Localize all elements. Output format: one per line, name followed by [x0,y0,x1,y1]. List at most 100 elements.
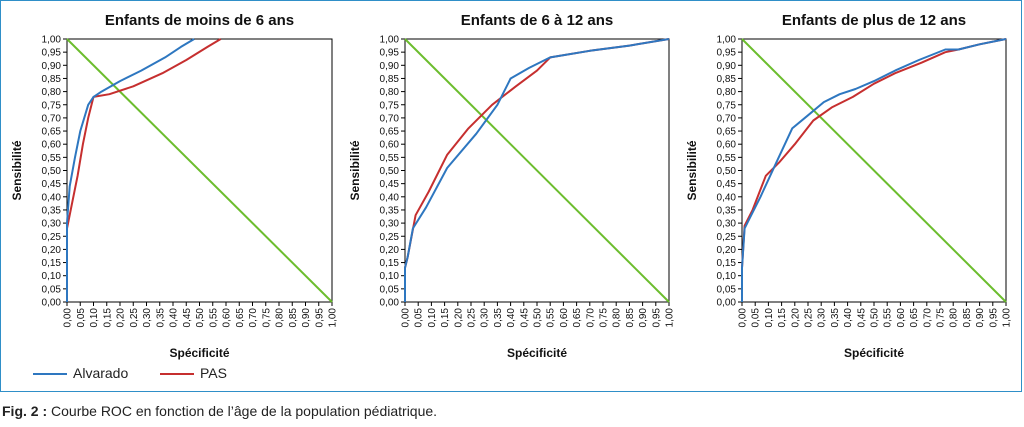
y-tick-label: 0,25 [42,232,62,243]
x-tick-label: 0,65 [909,308,920,328]
y-tick-label: 0,60 [380,140,400,151]
x-tick-label: 0,75 [261,308,272,328]
y-tick-label: 0,90 [717,61,737,72]
y-tick-label: 0,05 [717,284,737,295]
x-tick-label: 0,35 [830,308,841,328]
y-tick-label: 0,30 [380,219,400,230]
y-tick-label: 0,05 [42,284,62,295]
x-tick-label: 0,80 [275,308,286,328]
x-tick-label: 0,50 [195,308,206,328]
x-tick-label: 0,85 [288,308,299,328]
reference-diagonal [404,38,670,303]
x-tick-label: 0,25 [467,308,478,328]
alvarado-line [66,38,195,302]
x-tick-label: 0,15 [440,308,451,328]
y-tick-label: 0,75 [380,100,400,111]
y-tick-label: 0,75 [42,100,62,111]
y-tick-label: 0,55 [717,153,737,164]
x-tick-label: 0,35 [155,308,166,328]
caption-label: Fig. 2 : [2,403,48,419]
x-tick-label: 0,30 [142,308,153,328]
y-tick-label: 0,35 [380,205,400,216]
x-tick-label: 0,20 [116,308,127,328]
x-tick-label: 0,05 [414,308,425,328]
x-axis-title: Spécificité [169,346,229,360]
legend-pas-label: PAS [200,365,227,381]
figure-frame [0,0,1022,392]
x-tick-label: 1,00 [328,308,339,328]
x-tick-label: 0,40 [843,308,854,328]
x-tick-label: 0,40 [506,308,517,328]
y-tick-label: 0,80 [717,87,737,98]
x-tick-label: 0,95 [651,308,662,328]
y-tick-label: 0,00 [42,298,62,309]
x-tick-label: 0,60 [222,308,233,328]
x-tick-label: 1,00 [665,308,676,328]
x-tick-label: 0,60 [896,308,907,328]
y-tick-label: 0,10 [717,271,737,282]
y-tick-label: 0,15 [380,258,400,269]
y-tick-label: 0,95 [380,48,400,59]
legend-pas-swatch [160,373,194,375]
chart-title: Enfants de plus de 12 ans [782,12,966,29]
x-axis-title: Spécificité [844,346,904,360]
y-tick-label: 0,40 [42,192,62,203]
alvarado-line [741,38,1007,302]
x-tick-label: 0,35 [493,308,504,328]
x-tick-label: 0,90 [301,308,312,328]
y-tick-label: 0,85 [42,74,62,85]
y-tick-label: 0,90 [380,61,400,72]
y-tick-label: 0,20 [42,245,62,256]
x-tick-label: 0,30 [480,308,491,328]
legend-alvarado-swatch [33,373,67,375]
x-tick-label: 0,70 [585,308,596,328]
x-tick-label: 0,10 [89,308,100,328]
x-tick-label: 0,50 [533,308,544,328]
y-tick-label: 0,45 [380,179,400,190]
y-tick-label: 0,95 [717,48,737,59]
x-tick-label: 0,65 [235,308,246,328]
chart-title: Enfants de moins de 6 ans [105,12,294,29]
x-tick-label: 0,90 [638,308,649,328]
y-tick-label: 0,85 [717,74,737,85]
x-tick-label: 0,20 [453,308,464,328]
y-tick-label: 0,65 [380,127,400,138]
y-tick-label: 0,30 [717,219,737,230]
x-tick-label: 0,70 [248,308,259,328]
x-tick-label: 0,00 [401,308,412,328]
y-tick-label: 0,50 [380,166,400,177]
x-tick-label: 0,55 [883,308,894,328]
y-tick-label: 0,85 [380,74,400,85]
x-tick-label: 0,75 [936,308,947,328]
x-tick-label: 0,45 [856,308,867,328]
y-tick-label: 0,55 [380,153,400,164]
y-tick-label: 0,65 [42,127,62,138]
x-tick-label: 0,55 [546,308,557,328]
x-tick-label: 0,90 [975,308,986,328]
x-tick-label: 0,15 [777,308,788,328]
y-tick-label: 0,70 [42,113,62,124]
y-tick-label: 0,05 [380,284,400,295]
x-tick-label: 0,75 [599,308,610,328]
y-axis-title: Sensibilité [685,140,699,200]
y-tick-label: 1,00 [380,35,400,46]
x-tick-label: 0,30 [817,308,828,328]
y-tick-label: 0,80 [380,87,400,98]
y-tick-label: 0,00 [717,298,737,309]
x-tick-label: 0,25 [129,308,140,328]
y-tick-label: 0,25 [380,232,400,243]
pas-line [66,38,222,302]
y-tick-label: 0,30 [42,219,62,230]
y-tick-label: 0,80 [42,87,62,98]
reference-diagonal [741,38,1007,303]
pas-line [741,38,1007,302]
y-tick-label: 0,45 [717,179,737,190]
x-tick-label: 0,80 [949,308,960,328]
y-tick-label: 0,75 [717,100,737,111]
figure-caption: Fig. 2 : Courbe ROC en fonction de l’âge… [2,403,437,419]
y-tick-label: 0,00 [380,298,400,309]
caption-text: Courbe ROC en fonction de l’âge de la po… [51,403,438,419]
x-tick-label: 0,55 [208,308,219,328]
x-tick-label: 0,05 [751,308,762,328]
y-tick-label: 0,20 [717,245,737,256]
